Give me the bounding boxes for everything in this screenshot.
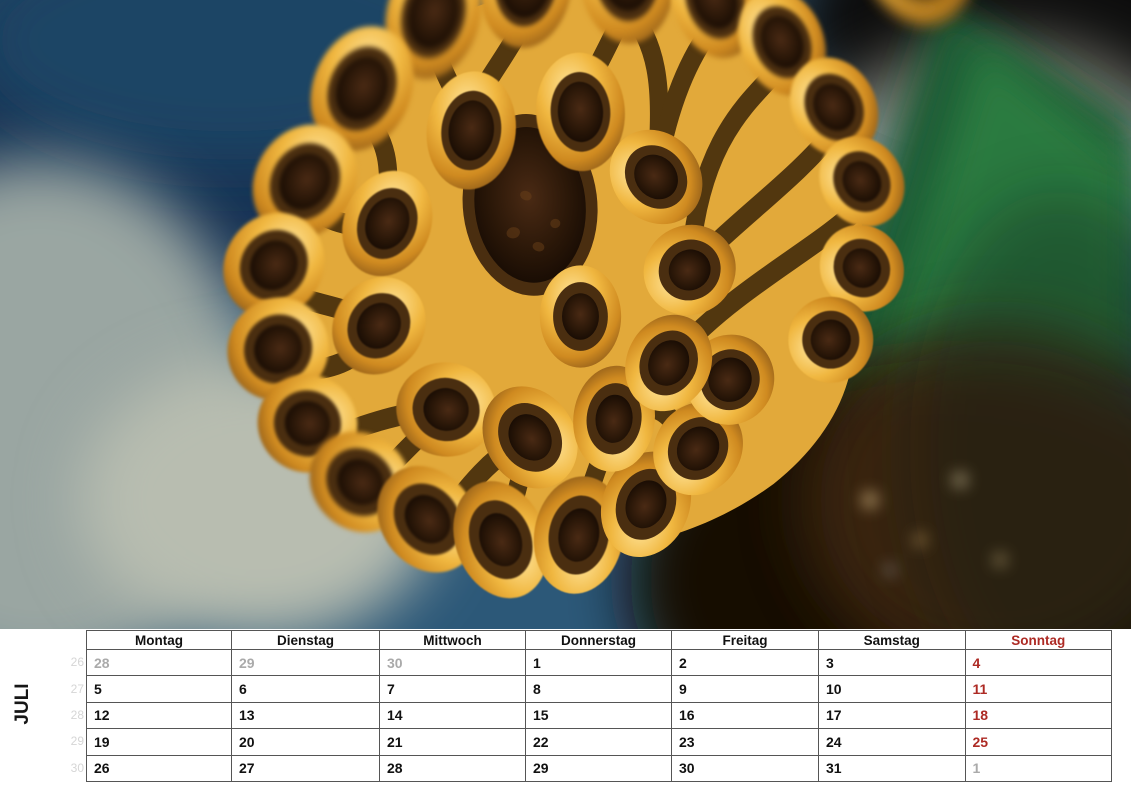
svg-text:JULI: JULI xyxy=(12,683,33,724)
